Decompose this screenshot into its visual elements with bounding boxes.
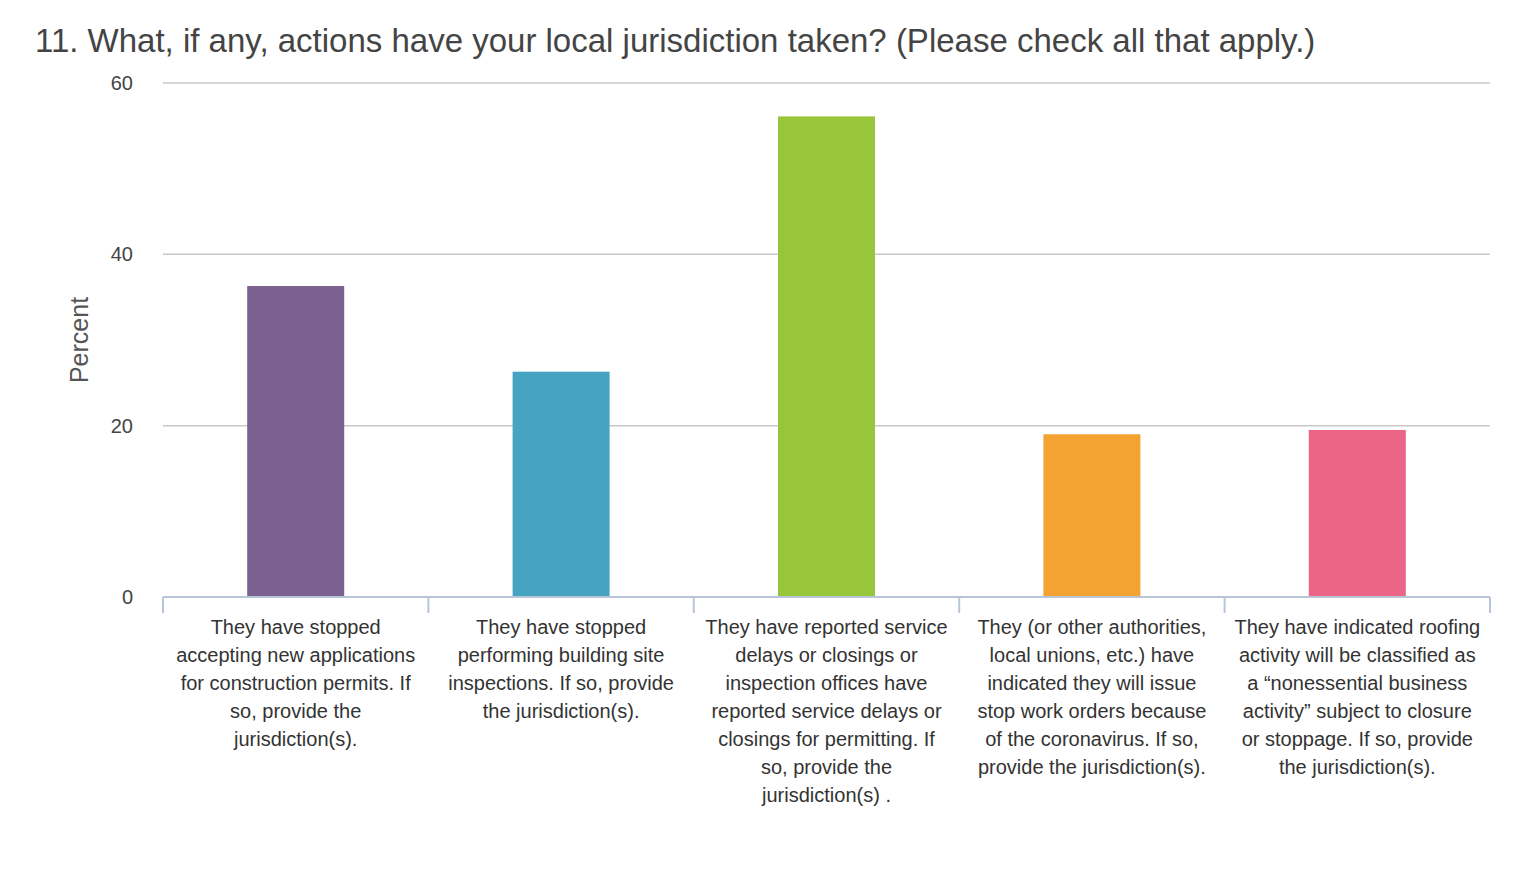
x-tick-label: They have stoppedperforming building sit… — [448, 616, 674, 722]
grid-line — [163, 82, 1490, 84]
x-tick — [693, 597, 695, 613]
bar — [1043, 434, 1140, 597]
bar — [778, 116, 875, 597]
x-tick-label: They have indicated roofingactivity will… — [1234, 616, 1480, 778]
x-tick — [1224, 597, 1226, 613]
chart: 11. What, if any, actions have your loca… — [0, 0, 1524, 880]
y-tick-label: 60 — [111, 72, 133, 94]
bar — [247, 286, 344, 597]
y-tick-label: 0 — [122, 586, 133, 608]
x-tick — [958, 597, 960, 613]
title: 11. What, if any, actions have your loca… — [35, 22, 1315, 59]
y-tick-label: 40 — [111, 243, 133, 265]
bar — [513, 372, 610, 597]
x-tick-label: They (or other authorities,local unions,… — [977, 616, 1206, 778]
x-tick — [1489, 597, 1491, 613]
grid-line — [163, 596, 1490, 598]
y-axis-label: Percent — [65, 297, 93, 383]
x-axis-line — [163, 596, 1490, 598]
x-tick-label: They have reported servicedelays or clos… — [705, 616, 947, 806]
y-tick-label: 20 — [111, 415, 133, 437]
x-tick — [162, 597, 164, 613]
bar — [1309, 430, 1406, 597]
x-tick-label: They have stoppedaccepting new applicati… — [176, 616, 415, 750]
x-tick — [427, 597, 429, 613]
bars — [247, 116, 1406, 597]
